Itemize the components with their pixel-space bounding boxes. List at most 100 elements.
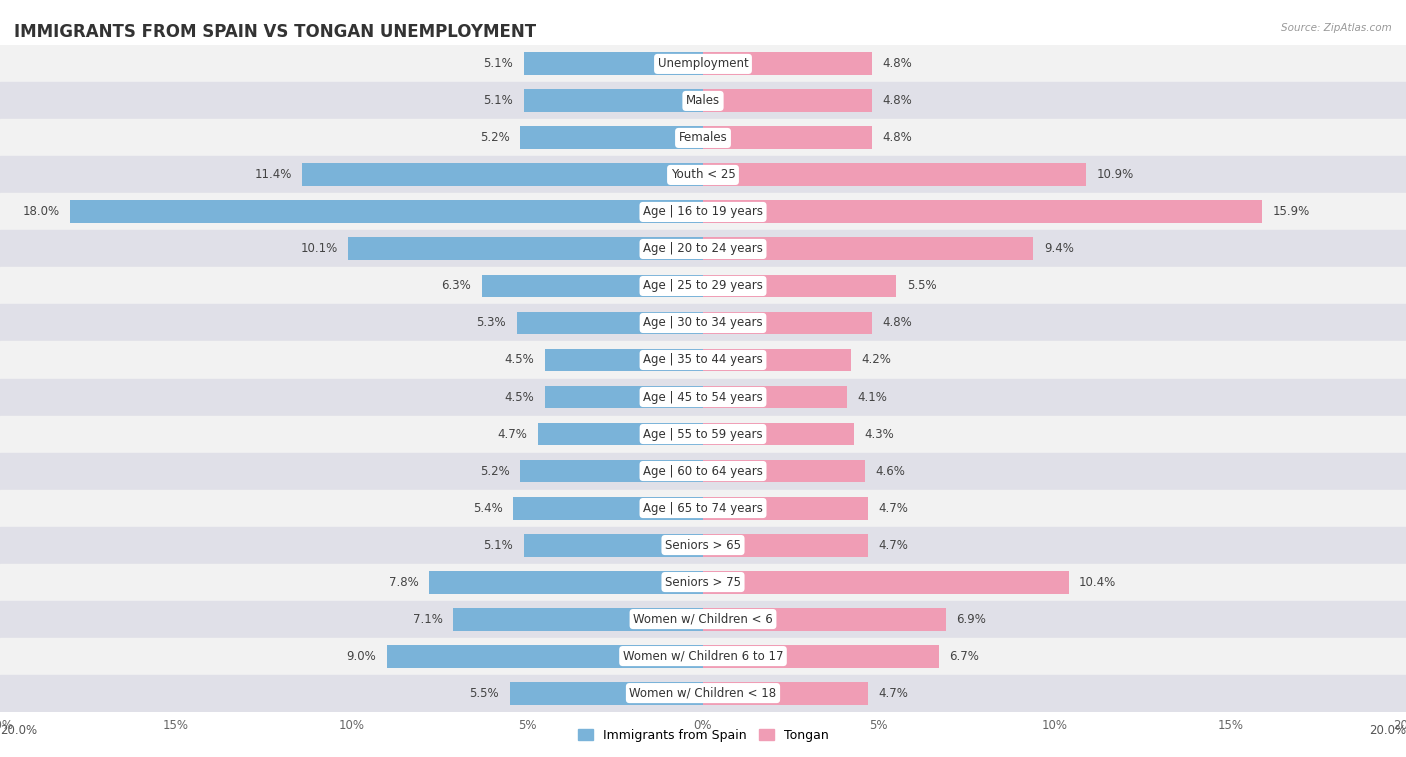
Bar [703, 126, 872, 149]
Text: Age | 55 to 59 years: Age | 55 to 59 years [643, 428, 763, 441]
Text: 6.7%: 6.7% [949, 650, 979, 662]
Text: 4.3%: 4.3% [865, 428, 894, 441]
Text: 5.1%: 5.1% [484, 538, 513, 552]
Text: Age | 45 to 54 years: Age | 45 to 54 years [643, 391, 763, 403]
Bar [454, 608, 703, 631]
Text: 11.4%: 11.4% [254, 169, 292, 182]
Bar [0, 637, 1406, 674]
Bar [517, 312, 703, 335]
Text: 4.7%: 4.7% [498, 428, 527, 441]
Bar [0, 416, 1406, 453]
Bar [524, 534, 703, 556]
Text: 5.3%: 5.3% [477, 316, 506, 329]
Text: Age | 16 to 19 years: Age | 16 to 19 years [643, 205, 763, 219]
Text: Seniors > 65: Seniors > 65 [665, 538, 741, 552]
Text: 7.1%: 7.1% [413, 612, 443, 625]
Bar [481, 275, 703, 298]
Bar [510, 681, 703, 705]
Text: 5.2%: 5.2% [479, 132, 510, 145]
Bar [703, 164, 1087, 186]
Bar [703, 459, 865, 482]
Bar [703, 422, 855, 445]
Bar [0, 120, 1406, 157]
Bar [429, 571, 703, 593]
Text: 10.4%: 10.4% [1080, 575, 1116, 588]
Bar [0, 490, 1406, 527]
Bar [70, 201, 703, 223]
Text: Age | 30 to 34 years: Age | 30 to 34 years [643, 316, 763, 329]
Bar [302, 164, 703, 186]
Bar [703, 385, 846, 409]
Text: 7.8%: 7.8% [388, 575, 419, 588]
Text: 5.4%: 5.4% [472, 502, 503, 515]
Text: 5.1%: 5.1% [484, 58, 513, 70]
Bar [524, 89, 703, 112]
Text: Age | 65 to 74 years: Age | 65 to 74 years [643, 502, 763, 515]
Text: 4.8%: 4.8% [883, 132, 912, 145]
Bar [537, 422, 703, 445]
Bar [703, 645, 939, 668]
Bar [0, 527, 1406, 563]
Text: Women w/ Children < 6: Women w/ Children < 6 [633, 612, 773, 625]
Text: Women w/ Children 6 to 17: Women w/ Children 6 to 17 [623, 650, 783, 662]
Text: 10.9%: 10.9% [1097, 169, 1133, 182]
Text: 4.6%: 4.6% [875, 465, 905, 478]
Text: IMMIGRANTS FROM SPAIN VS TONGAN UNEMPLOYMENT: IMMIGRANTS FROM SPAIN VS TONGAN UNEMPLOY… [14, 23, 536, 41]
Text: 4.1%: 4.1% [858, 391, 887, 403]
Bar [387, 645, 703, 668]
Text: Females: Females [679, 132, 727, 145]
Bar [703, 348, 851, 372]
Text: Age | 60 to 64 years: Age | 60 to 64 years [643, 465, 763, 478]
Text: 4.8%: 4.8% [883, 58, 912, 70]
Bar [0, 304, 1406, 341]
Bar [703, 608, 945, 631]
Text: 4.8%: 4.8% [883, 95, 912, 107]
Text: 18.0%: 18.0% [22, 205, 59, 219]
Text: Age | 35 to 44 years: Age | 35 to 44 years [643, 354, 763, 366]
Text: 4.7%: 4.7% [879, 502, 908, 515]
Text: 4.7%: 4.7% [879, 687, 908, 699]
Text: 9.4%: 9.4% [1043, 242, 1074, 255]
Bar [0, 230, 1406, 267]
Text: 4.8%: 4.8% [883, 316, 912, 329]
Bar [703, 238, 1033, 260]
Bar [546, 348, 703, 372]
Text: Age | 25 to 29 years: Age | 25 to 29 years [643, 279, 763, 292]
Bar [703, 312, 872, 335]
Bar [520, 126, 703, 149]
Bar [0, 341, 1406, 378]
Text: 15.9%: 15.9% [1272, 205, 1309, 219]
Text: 20.0%: 20.0% [0, 724, 37, 737]
Text: 6.3%: 6.3% [441, 279, 471, 292]
Bar [0, 194, 1406, 230]
Text: 6.9%: 6.9% [956, 612, 986, 625]
Bar [0, 674, 1406, 712]
Text: 5.2%: 5.2% [479, 465, 510, 478]
Text: 4.7%: 4.7% [879, 538, 908, 552]
Text: 5.5%: 5.5% [907, 279, 936, 292]
Bar [703, 52, 872, 76]
Text: Women w/ Children < 18: Women w/ Children < 18 [630, 687, 776, 699]
Bar [0, 453, 1406, 490]
Bar [0, 83, 1406, 120]
Text: Seniors > 75: Seniors > 75 [665, 575, 741, 588]
Bar [703, 89, 872, 112]
Legend: Immigrants from Spain, Tongan: Immigrants from Spain, Tongan [572, 724, 834, 747]
Text: Males: Males [686, 95, 720, 107]
Text: Source: ZipAtlas.com: Source: ZipAtlas.com [1281, 23, 1392, 33]
Bar [546, 385, 703, 409]
Bar [0, 378, 1406, 416]
Text: Youth < 25: Youth < 25 [671, 169, 735, 182]
Bar [0, 45, 1406, 83]
Text: Age | 20 to 24 years: Age | 20 to 24 years [643, 242, 763, 255]
Text: 20.0%: 20.0% [1369, 724, 1406, 737]
Bar [703, 534, 869, 556]
Bar [0, 157, 1406, 194]
Text: Unemployment: Unemployment [658, 58, 748, 70]
Text: 5.1%: 5.1% [484, 95, 513, 107]
Bar [703, 681, 869, 705]
Text: 10.1%: 10.1% [301, 242, 337, 255]
Bar [0, 267, 1406, 304]
Bar [703, 497, 869, 519]
Bar [520, 459, 703, 482]
